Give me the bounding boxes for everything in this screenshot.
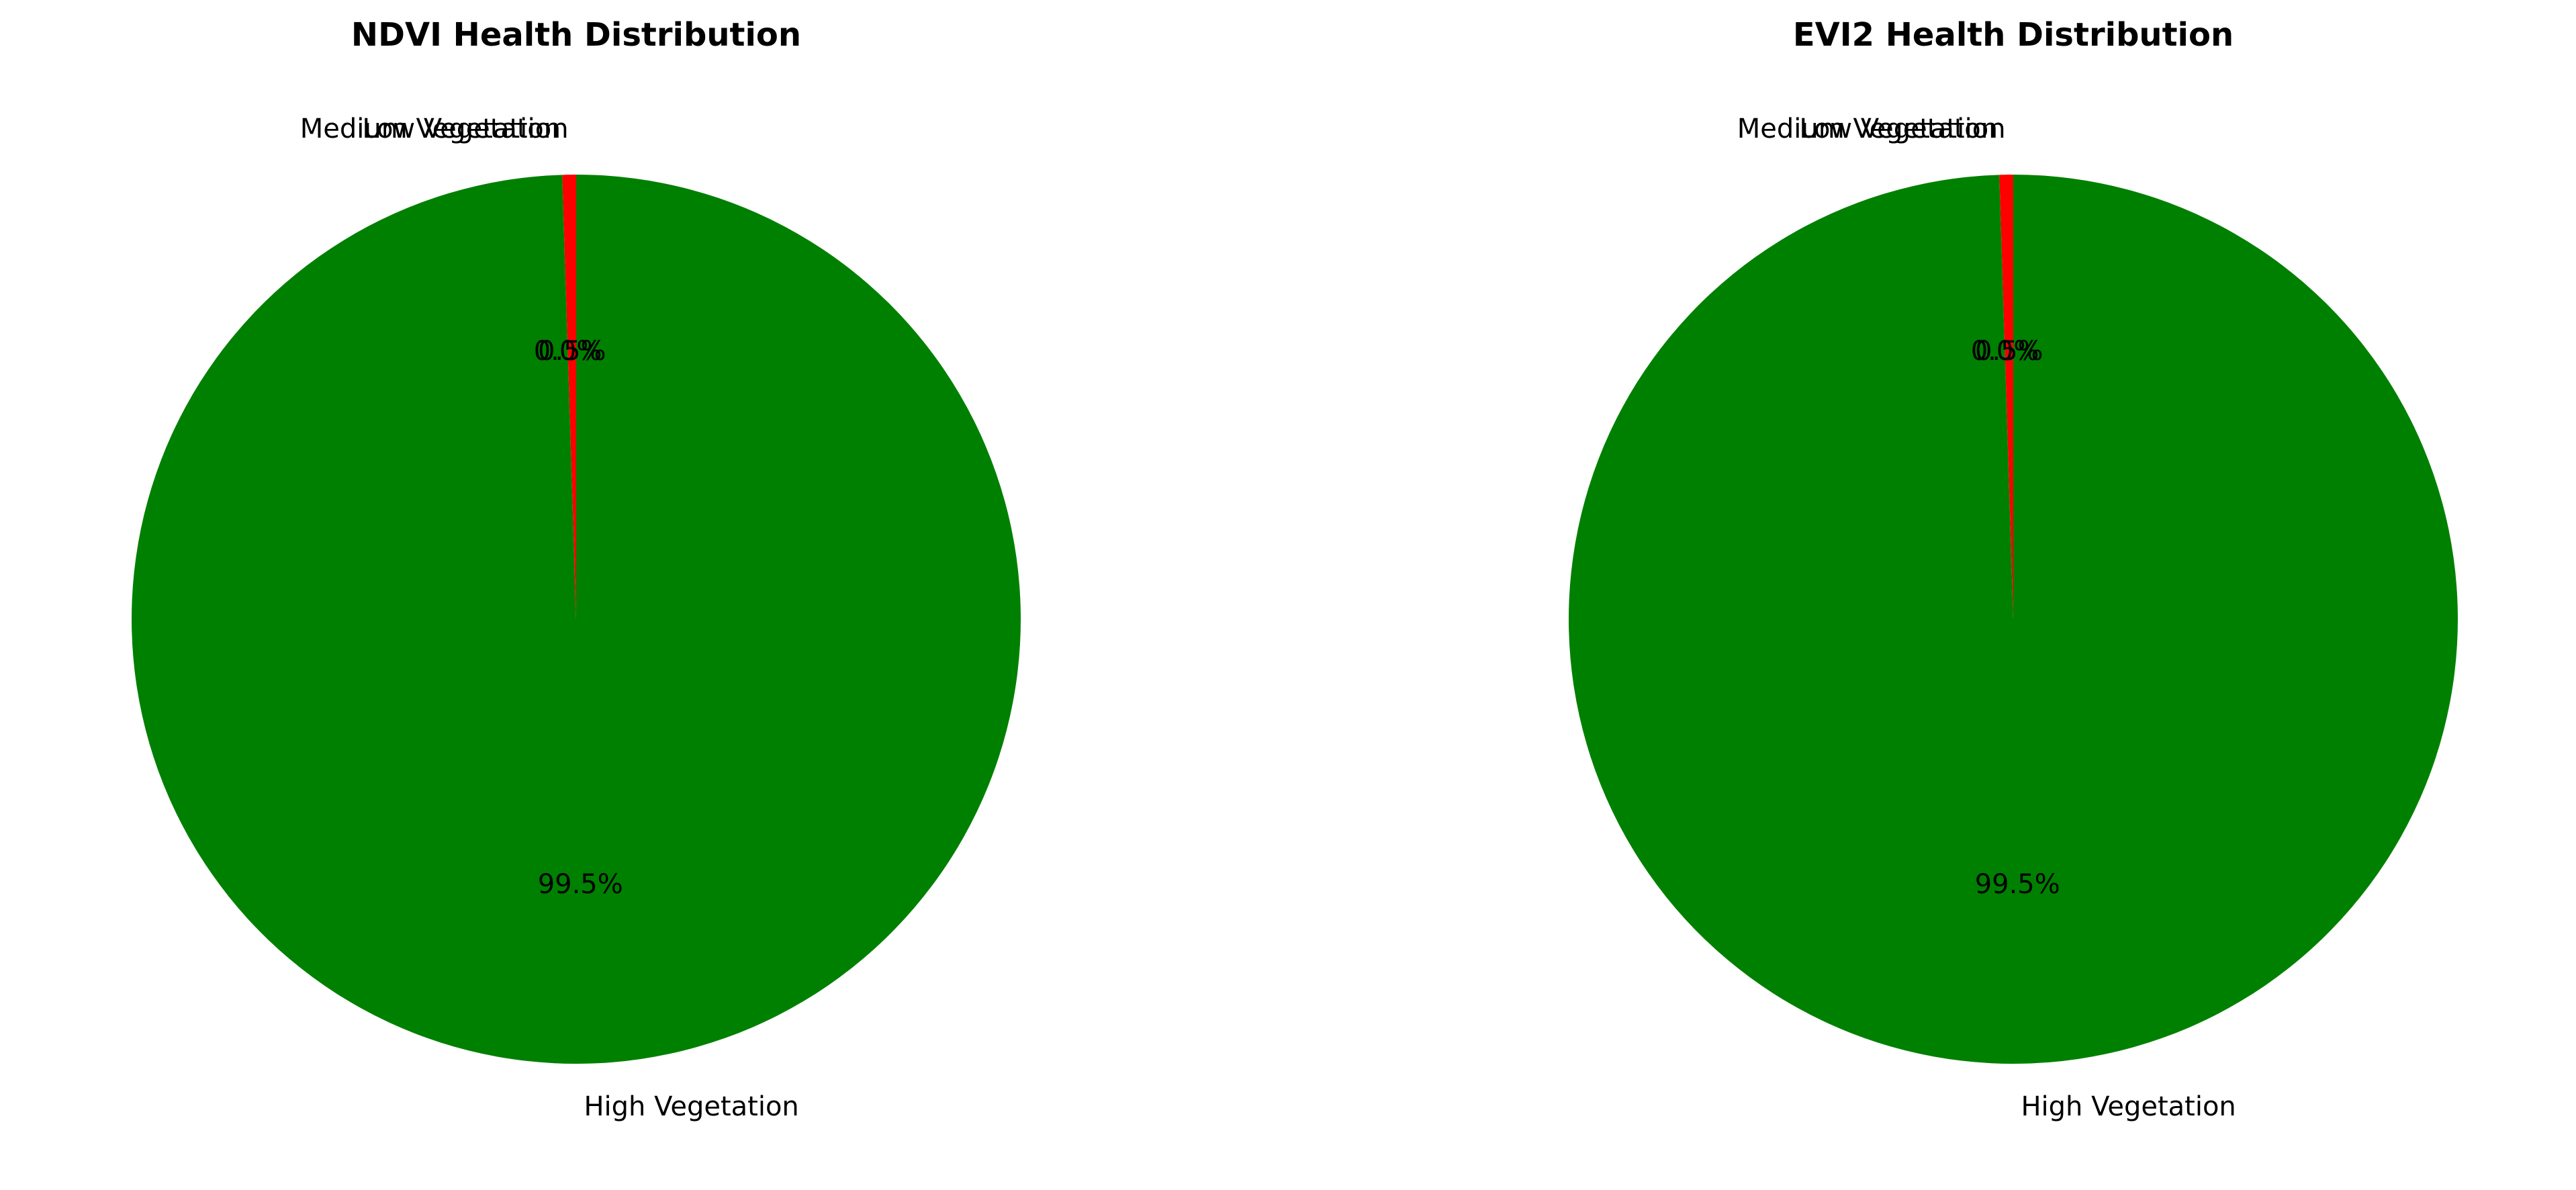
slice-label-medium-vegetation: Medium Vegetation (1737, 113, 1998, 144)
slice-percent-medium-vegetation: 0.0% (1971, 336, 2039, 367)
slice-label-medium-vegetation: Medium Vegetation (300, 113, 561, 144)
pie-labels: Low Vegetation 0.5% Medium Vegetation 0.0% H… (1737, 113, 2236, 1122)
slice-percent-medium-vegetation: 0.0% (534, 336, 602, 367)
pie-slices (1569, 175, 2458, 1064)
slice-percent-high-vegetation: 99.5% (1975, 869, 2060, 900)
pie-slices (131, 175, 1021, 1064)
pie-slice-low-vegetation (562, 175, 576, 619)
chart-title: EVI2 Health Distribution (1793, 16, 2234, 54)
ndvi-pie-chart: NDVI Health Distribution Low Vegetation 0… (131, 16, 1021, 1122)
slice-percent-high-vegetation: 99.5% (538, 869, 623, 900)
evi2-pie-chart: EVI2 Health Distribution Low Vegetation 0… (1569, 16, 2458, 1122)
pie-slice-high-vegetation (131, 175, 1021, 1064)
pie-slice-low-vegetation (1999, 175, 2013, 619)
pie-slice-high-vegetation (1569, 175, 2458, 1064)
slice-label-high-vegetation: High Vegetation (584, 1091, 798, 1122)
pie-labels: Low Vegetation 0.5% Medium Vegetation 0.0% H… (300, 113, 799, 1122)
slice-percent-low-vegetation: 0.5% (1975, 336, 2043, 367)
slice-label-high-vegetation: High Vegetation (2021, 1091, 2236, 1122)
slice-percent-low-vegetation: 0.5% (538, 336, 606, 367)
slice-label-low-vegetation: Low Vegetation (1799, 113, 2005, 144)
chart-title: NDVI Health Distribution (351, 16, 801, 54)
slice-label-low-vegetation: Low Vegetation (362, 113, 568, 144)
